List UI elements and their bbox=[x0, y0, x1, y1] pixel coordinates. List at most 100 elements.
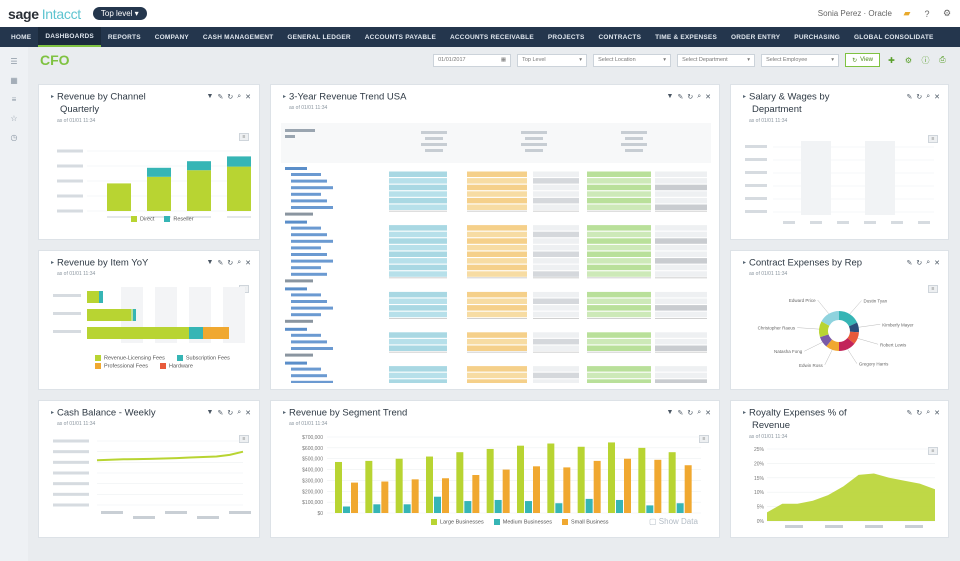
nav-item-accounts-payable[interactable]: ACCOUNTS PAYABLE bbox=[364, 33, 437, 41]
menu-button[interactable]: ≡ bbox=[239, 133, 249, 141]
x-tick-label bbox=[825, 525, 843, 528]
edit-icon[interactable]: ✎ bbox=[217, 260, 224, 267]
nav-item-contracts[interactable]: CONTRACTS bbox=[598, 33, 642, 41]
filter-icon[interactable]: ▼ bbox=[666, 93, 674, 100]
zoom-icon[interactable]: ⌕ bbox=[237, 409, 242, 416]
clock-icon[interactable]: ◷ bbox=[10, 133, 18, 142]
nav-item-company[interactable]: COMPANY bbox=[154, 33, 189, 41]
print-icon[interactable]: ⎙ bbox=[939, 55, 946, 64]
close-icon[interactable]: ✕ bbox=[705, 94, 711, 101]
refresh-icon[interactable]: ↻ bbox=[227, 410, 234, 417]
menu-button[interactable]: ≡ bbox=[928, 447, 938, 455]
edit-icon[interactable]: ✎ bbox=[677, 94, 684, 101]
filter-icon[interactable]: ▼ bbox=[206, 409, 214, 416]
refresh-icon[interactable]: ↻ bbox=[916, 260, 923, 267]
close-icon[interactable]: ✕ bbox=[934, 410, 940, 417]
filter-icon[interactable]: ▼ bbox=[206, 259, 214, 266]
view-button[interactable]: ↻ View bbox=[845, 53, 880, 67]
legend-item[interactable]: Revenue-Licensing Fees bbox=[95, 355, 165, 361]
close-icon[interactable]: ✕ bbox=[934, 260, 940, 267]
edit-icon[interactable]: ✎ bbox=[677, 410, 684, 417]
nav-item-projects[interactable]: PROJECTS bbox=[547, 33, 585, 41]
collapse-icon[interactable]: ▸ bbox=[51, 410, 55, 416]
menu-button[interactable]: ≡ bbox=[928, 285, 938, 293]
zoom-icon[interactable]: ⌕ bbox=[697, 93, 702, 100]
filter-icon[interactable]: ▼ bbox=[666, 409, 674, 416]
zoom-icon[interactable]: ⌕ bbox=[237, 259, 242, 266]
cell-change bbox=[655, 311, 707, 318]
zoom-icon[interactable]: ⌕ bbox=[926, 93, 931, 100]
edit-icon[interactable]: ✎ bbox=[906, 94, 913, 101]
nav-item-accounts-receivable[interactable]: ACCOUNTS RECEIVABLE bbox=[450, 33, 534, 41]
close-icon[interactable]: ✕ bbox=[245, 410, 251, 417]
entity-filter[interactable]: Top Level ▾ bbox=[517, 53, 588, 67]
help-icon[interactable]: ? bbox=[924, 8, 930, 19]
edit-icon[interactable]: ✎ bbox=[906, 410, 913, 417]
legend-item[interactable]: Subscription Fees bbox=[176, 355, 230, 361]
refresh-icon[interactable]: ↻ bbox=[916, 94, 923, 101]
date-filter[interactable]: 01/01/2017 ▦ bbox=[433, 53, 512, 67]
info-icon[interactable]: ⓘ bbox=[921, 55, 930, 65]
filter-icon[interactable]: ▼ bbox=[206, 93, 214, 100]
list-icon[interactable]: ≡ bbox=[11, 95, 17, 104]
collapse-icon[interactable]: ▸ bbox=[743, 410, 747, 416]
menu-button[interactable]: ≡ bbox=[699, 435, 709, 443]
settings-icon[interactable]: ⚙ bbox=[904, 55, 913, 65]
zoom-icon[interactable]: ⌕ bbox=[926, 259, 931, 266]
edit-icon[interactable]: ✎ bbox=[906, 260, 913, 267]
star-icon[interactable]: ☆ bbox=[10, 114, 18, 123]
nav-item-general-ledger[interactable]: GENERAL LEDGER bbox=[287, 33, 351, 41]
collapse-icon[interactable]: ▸ bbox=[743, 260, 747, 266]
legend-item[interactable]: Small Business bbox=[561, 519, 609, 525]
legend-item[interactable]: Direct bbox=[131, 216, 154, 222]
zoom-icon[interactable]: ⌕ bbox=[926, 409, 931, 416]
refresh-icon[interactable]: ↻ bbox=[227, 260, 234, 267]
legend-item[interactable]: Reseller bbox=[164, 216, 194, 222]
x-tick-label bbox=[891, 221, 903, 224]
location-filter[interactable]: Select Location ▾ bbox=[593, 53, 672, 67]
nav-item-reports[interactable]: REPORTS bbox=[107, 33, 141, 41]
zoom-icon[interactable]: ⌕ bbox=[237, 93, 242, 100]
collapse-icon[interactable]: ▸ bbox=[51, 260, 55, 266]
folder-icon[interactable]: ▰ bbox=[903, 8, 911, 18]
legend-item[interactable]: Hardware bbox=[160, 363, 193, 370]
refresh-icon[interactable]: ↻ bbox=[687, 94, 694, 101]
menu-button[interactable]: ≡ bbox=[239, 435, 249, 443]
refresh-icon[interactable]: ↻ bbox=[687, 410, 694, 417]
nav-item-time-expenses[interactable]: TIME & EXPENSES bbox=[655, 33, 717, 41]
close-icon[interactable]: ✕ bbox=[245, 94, 251, 101]
employee-filter[interactable]: Select Employee ▾ bbox=[761, 53, 840, 67]
grid-icon[interactable]: ▦ bbox=[10, 76, 18, 85]
company-selector[interactable]: Top level ▾ bbox=[92, 7, 147, 20]
show-data-link[interactable]: ▢ Show Data bbox=[649, 517, 698, 526]
nav-item-order-entry[interactable]: ORDER ENTRY bbox=[731, 33, 781, 41]
edit-icon[interactable]: ✎ bbox=[217, 410, 224, 417]
nav-item-cash-management[interactable]: CASH MANAGEMENT bbox=[202, 33, 274, 41]
legend-item[interactable]: Large Businesses bbox=[431, 519, 484, 525]
add-icon[interactable]: ✚ bbox=[888, 55, 895, 65]
close-icon[interactable]: ✕ bbox=[705, 410, 711, 417]
menu-button[interactable]: ≡ bbox=[928, 135, 938, 143]
nav-item-dashboards[interactable]: DASHBOARDS bbox=[38, 27, 101, 47]
nav-item-home[interactable]: HOME bbox=[11, 33, 32, 41]
menu-icon[interactable]: ☰ bbox=[10, 57, 18, 66]
collapse-icon[interactable]: ▸ bbox=[51, 94, 55, 100]
refresh-icon[interactable]: ↻ bbox=[227, 94, 234, 101]
nav-item-purchasing[interactable]: PURCHASING bbox=[794, 33, 840, 41]
collapse-icon[interactable]: ▸ bbox=[743, 94, 747, 100]
close-icon[interactable]: ✕ bbox=[934, 94, 940, 101]
legend-item[interactable]: Medium Businesses bbox=[493, 519, 552, 525]
edit-icon[interactable]: ✎ bbox=[217, 94, 224, 101]
legend-item[interactable]: Professional Fees bbox=[95, 363, 148, 370]
department-filter[interactable]: Select Department ▾ bbox=[677, 53, 756, 67]
cell-change bbox=[655, 338, 707, 345]
zoom-icon[interactable]: ⌕ bbox=[697, 409, 702, 416]
collapse-icon[interactable]: ▸ bbox=[283, 410, 287, 416]
app-logo[interactable]: sage Intacct bbox=[8, 6, 81, 22]
collapse-icon[interactable]: ▸ bbox=[283, 94, 287, 100]
user-name[interactable]: Sonia Perez · Oracle bbox=[817, 9, 892, 18]
nav-item-global-consolidate[interactable]: GLOBAL CONSOLIDATE bbox=[853, 33, 934, 41]
close-icon[interactable]: ✕ bbox=[245, 260, 251, 267]
settings-icon[interactable]: ⚙ bbox=[942, 8, 952, 18]
refresh-icon[interactable]: ↻ bbox=[916, 410, 923, 417]
